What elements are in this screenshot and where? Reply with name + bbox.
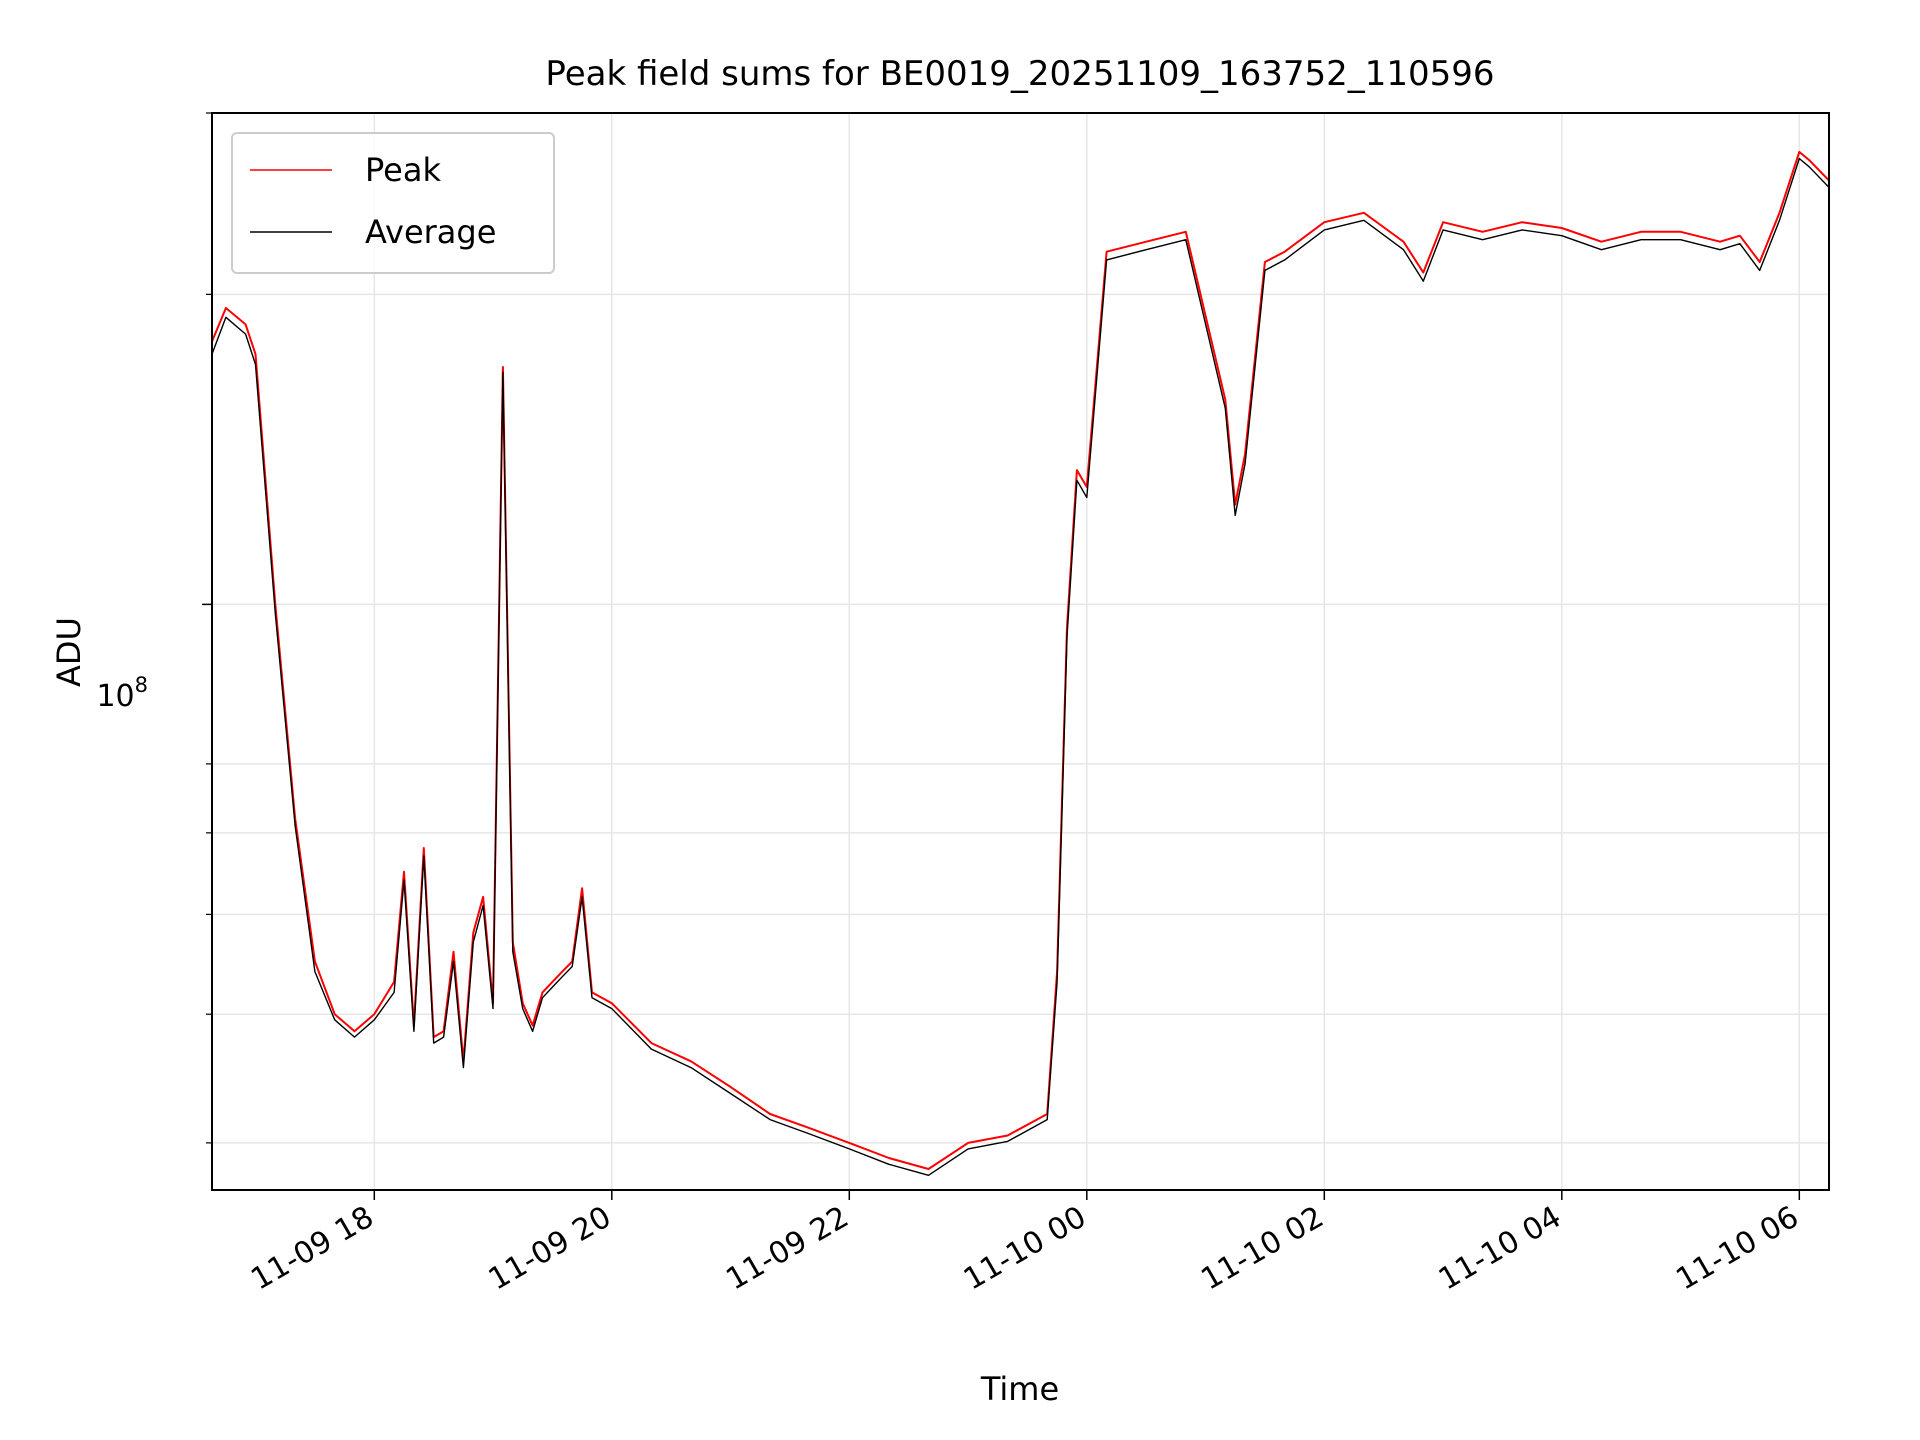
plot-frame (211, 112, 1830, 1191)
y-tick-exponent: 8 (135, 673, 148, 697)
y-axis-label: ADU (50, 617, 88, 687)
series-layer (211, 150, 1830, 1177)
y-major-tick-label: 108 (96, 673, 148, 714)
legend-peak-label: Peak (365, 151, 441, 189)
chart-title: Peak field sums for BE0019_20251109_1637… (545, 54, 1494, 94)
x-axis-label: Time (980, 1370, 1059, 1408)
series-average-line (211, 157, 1830, 1177)
y-axis-ticks (202, 112, 212, 1144)
legend: Peak Average (231, 132, 555, 274)
y-tick-base: 10 (96, 679, 134, 714)
legend-average-label: Average (365, 213, 496, 251)
legend-box (231, 132, 555, 274)
